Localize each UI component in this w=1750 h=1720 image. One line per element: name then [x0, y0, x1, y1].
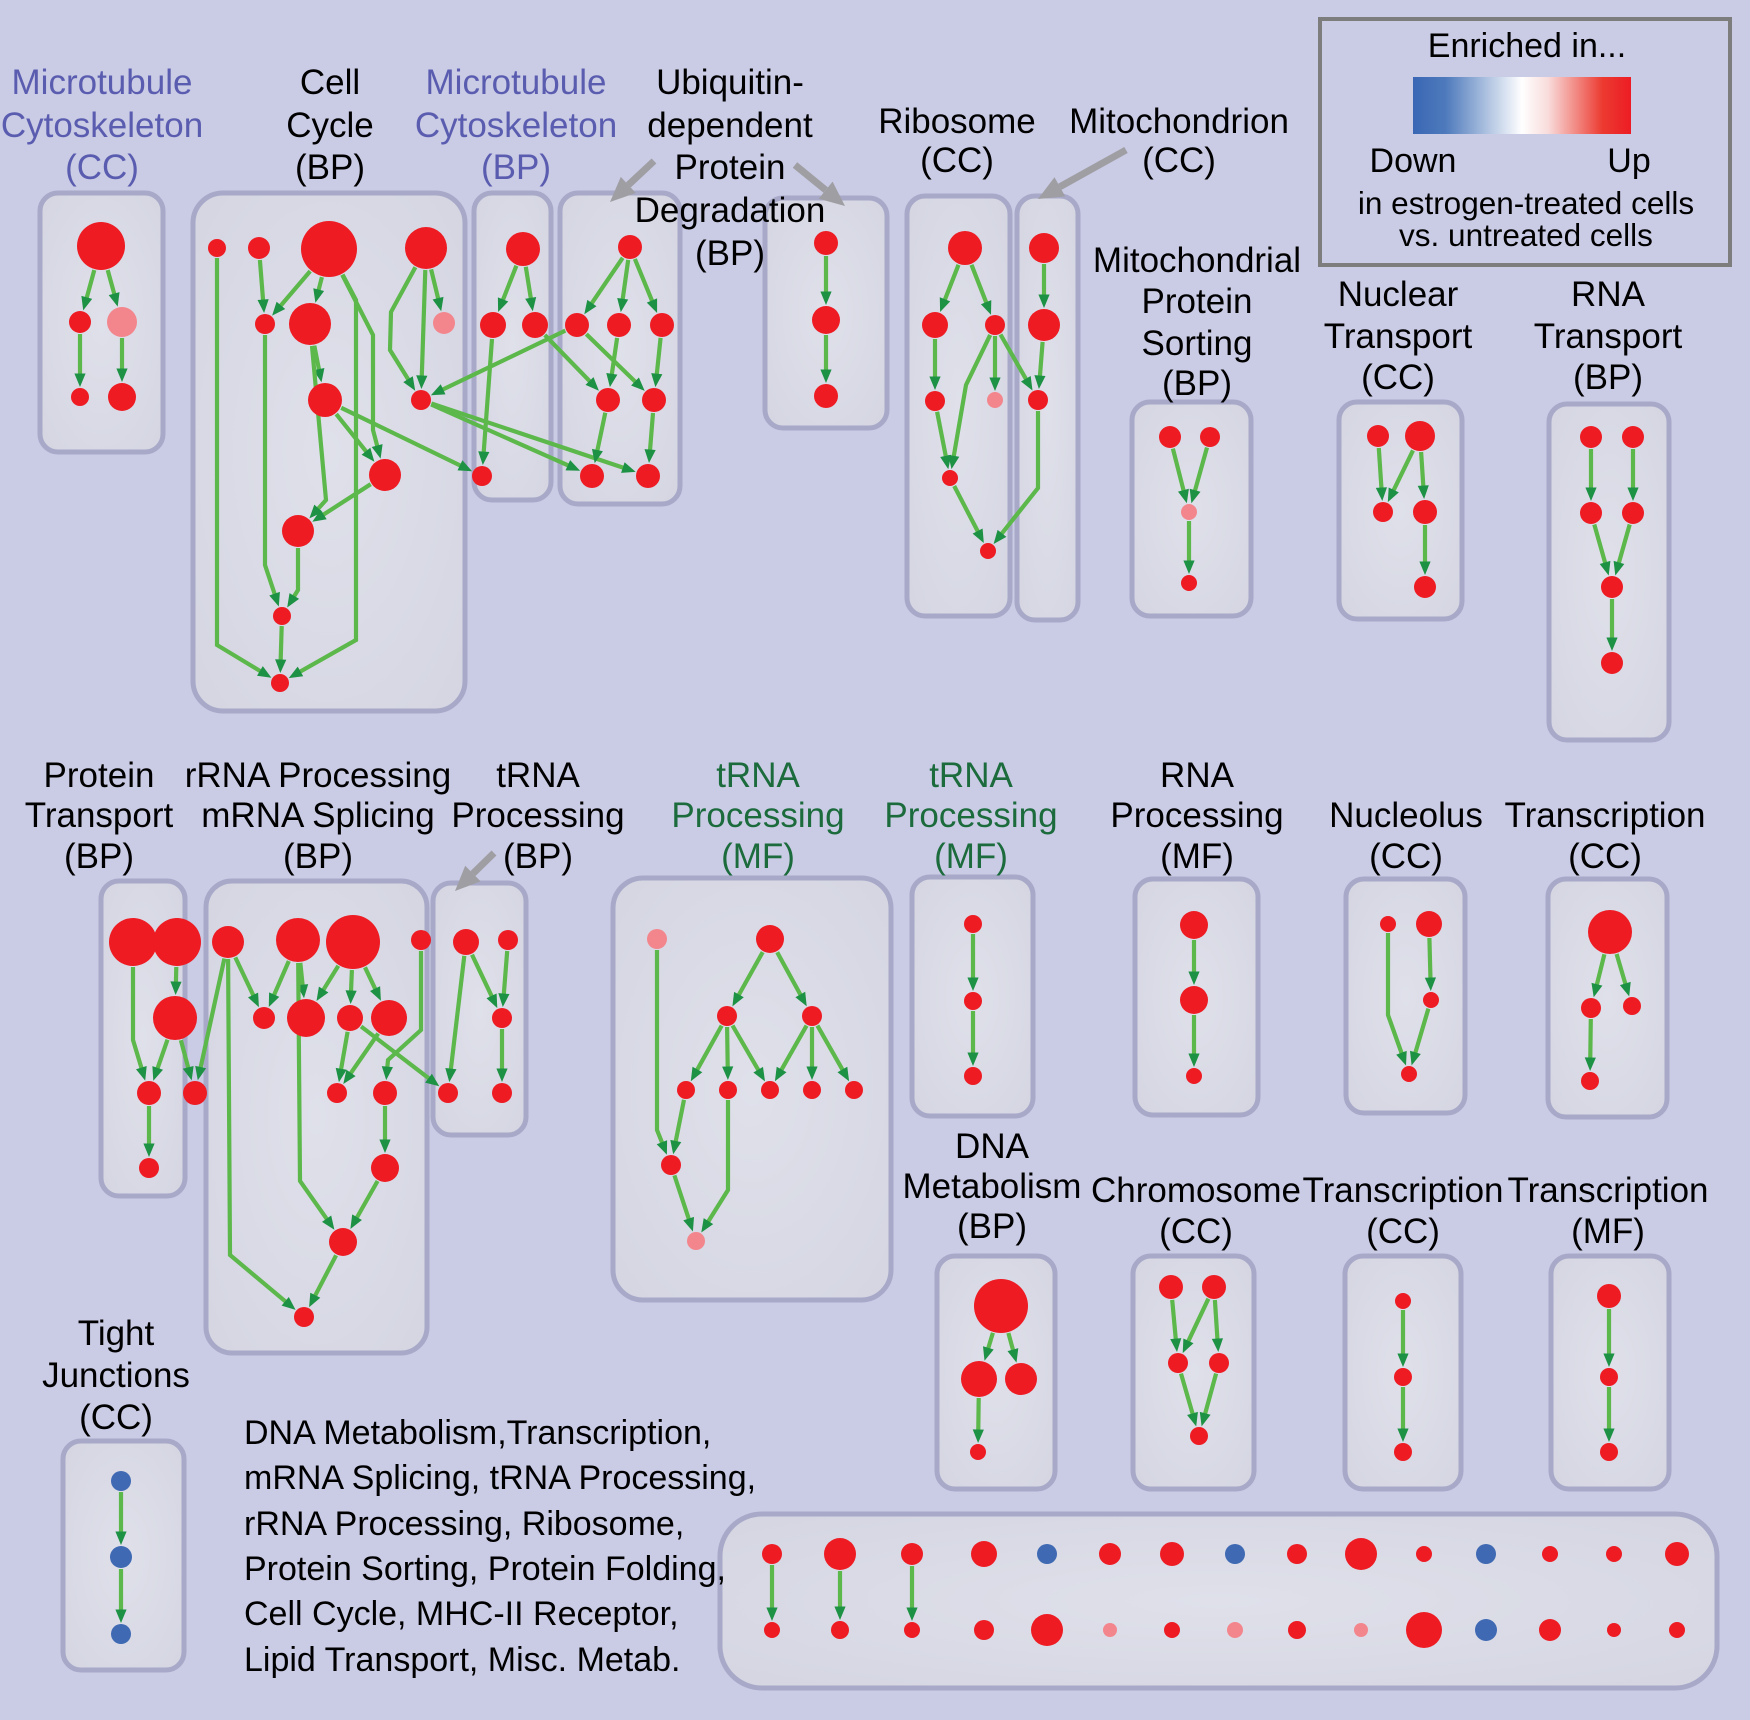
svg-text:(MF): (MF)	[1571, 1212, 1645, 1251]
svg-text:Nuclear: Nuclear	[1338, 275, 1459, 314]
svg-text:mRNA Splicing: mRNA Splicing	[201, 796, 434, 835]
svg-text:Transcription: Transcription	[1508, 1171, 1709, 1210]
svg-text:(CC): (CC)	[1159, 1212, 1233, 1251]
svg-text:Transport: Transport	[1324, 317, 1473, 356]
svg-text:Nucleolus: Nucleolus	[1329, 796, 1483, 835]
svg-text:Cytoskeleton: Cytoskeleton	[415, 106, 617, 145]
svg-text:tRNA: tRNA	[929, 756, 1013, 795]
svg-text:Tight: Tight	[78, 1314, 155, 1353]
svg-text:(BP): (BP)	[64, 837, 134, 876]
svg-text:(BP): (BP)	[695, 234, 765, 273]
svg-text:(CC): (CC)	[1568, 837, 1642, 876]
svg-text:mRNA Splicing, tRNA Processing: mRNA Splicing, tRNA Processing,	[244, 1459, 756, 1497]
svg-text:(BP): (BP)	[283, 837, 353, 876]
svg-text:Metabolism: Metabolism	[903, 1167, 1082, 1206]
svg-text:Protein: Protein	[675, 148, 786, 187]
svg-text:RNA: RNA	[1571, 275, 1646, 314]
svg-text:(CC): (CC)	[920, 141, 994, 180]
svg-text:Junctions: Junctions	[42, 1356, 190, 1395]
svg-text:Protein: Protein	[1142, 282, 1253, 321]
svg-text:vs. untreated cells: vs. untreated cells	[1399, 217, 1653, 253]
svg-text:Cell: Cell	[300, 63, 360, 102]
svg-text:Protein: Protein	[44, 756, 155, 795]
svg-text:(BP): (BP)	[481, 148, 551, 187]
svg-text:(MF): (MF)	[721, 837, 795, 876]
svg-text:Microtubule: Microtubule	[426, 63, 607, 102]
svg-text:rRNA Processing: rRNA Processing	[185, 756, 451, 795]
svg-text:Ribosome: Ribosome	[878, 102, 1036, 141]
svg-text:(CC): (CC)	[79, 1398, 153, 1437]
svg-text:Processing: Processing	[1110, 796, 1283, 835]
svg-text:Processing: Processing	[451, 796, 624, 835]
svg-text:DNA: DNA	[955, 1127, 1030, 1166]
svg-text:(BP): (BP)	[1162, 364, 1232, 403]
svg-text:Cytoskeleton: Cytoskeleton	[1, 106, 203, 145]
svg-text:Degradation: Degradation	[635, 191, 826, 230]
svg-text:(CC): (CC)	[65, 148, 139, 187]
svg-text:Lipid Transport, Misc. Metab.: Lipid Transport, Misc. Metab.	[244, 1641, 681, 1679]
svg-text:tRNA: tRNA	[496, 756, 580, 795]
svg-text:rRNA Processing, Ribosome,: rRNA Processing, Ribosome,	[244, 1505, 684, 1543]
svg-text:Cell Cycle, MHC-II Receptor,: Cell Cycle, MHC-II Receptor,	[244, 1595, 679, 1633]
svg-text:Processing: Processing	[884, 796, 1057, 835]
svg-text:tRNA: tRNA	[716, 756, 800, 795]
svg-text:Transport: Transport	[25, 796, 174, 835]
svg-text:(BP): (BP)	[957, 1207, 1027, 1246]
svg-text:(BP): (BP)	[295, 148, 365, 187]
svg-text:Transport: Transport	[1534, 317, 1683, 356]
svg-text:(BP): (BP)	[1573, 358, 1643, 397]
svg-text:Microtubule: Microtubule	[12, 63, 193, 102]
svg-text:Cycle: Cycle	[286, 106, 374, 145]
svg-text:Transcription: Transcription	[1505, 796, 1706, 835]
svg-text:Chromosome: Chromosome	[1091, 1171, 1301, 1210]
svg-text:(CC): (CC)	[1361, 358, 1435, 397]
svg-text:(MF): (MF)	[934, 837, 1008, 876]
svg-text:Processing: Processing	[671, 796, 844, 835]
svg-text:(CC): (CC)	[1369, 837, 1443, 876]
svg-text:Down: Down	[1370, 142, 1457, 180]
svg-text:in estrogen-treated cells: in estrogen-treated cells	[1358, 185, 1694, 221]
svg-text:Mitochondrion: Mitochondrion	[1069, 102, 1289, 141]
svg-text:dependent: dependent	[647, 106, 813, 145]
svg-text:Sorting: Sorting	[1142, 324, 1253, 363]
svg-text:Up: Up	[1607, 142, 1650, 180]
svg-text:RNA: RNA	[1160, 756, 1235, 795]
svg-text:(MF): (MF)	[1160, 837, 1234, 876]
svg-text:Mitochondrial: Mitochondrial	[1093, 241, 1301, 280]
svg-text:DNA Metabolism,Transcription,: DNA Metabolism,Transcription,	[244, 1414, 711, 1452]
svg-text:Ubiquitin-: Ubiquitin-	[656, 63, 804, 102]
svg-text:Transcription: Transcription	[1303, 1171, 1504, 1210]
svg-text:(BP): (BP)	[503, 837, 573, 876]
svg-text:Enriched in...: Enriched in...	[1428, 27, 1626, 65]
svg-text:(CC): (CC)	[1142, 141, 1216, 180]
svg-text:(CC): (CC)	[1366, 1212, 1440, 1251]
svg-text:Protein Sorting, Protein Foldi: Protein Sorting, Protein Folding,	[244, 1550, 726, 1588]
